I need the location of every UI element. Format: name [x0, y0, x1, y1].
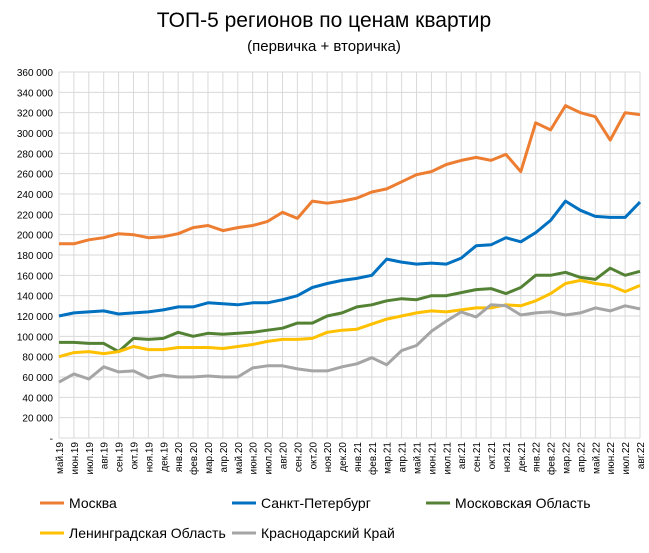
x-tick-label: май.20 — [234, 442, 245, 474]
y-tick-label: 20 000 — [22, 414, 53, 425]
y-tick-label: - — [50, 434, 53, 445]
x-tick-label: апр.21 — [398, 442, 409, 473]
x-tick-label: авг.21 — [457, 442, 468, 470]
y-tick-label: 320 000 — [17, 109, 54, 120]
y-tick-label: 300 000 — [17, 129, 54, 140]
x-tick-label: фев.22 — [546, 442, 558, 475]
y-tick-label: 100 000 — [17, 332, 54, 343]
x-tick-label: сен.21 — [472, 442, 483, 472]
y-tick-label: 260 000 — [17, 170, 54, 181]
chart-title: ТОП-5 регионов по ценам квартир — [157, 9, 491, 32]
x-tick-label: янв.22 — [532, 442, 543, 473]
x-tick-label: апр.22 — [576, 442, 587, 473]
legend: Москва Санкт-Петербург Московская Область Л… — [40, 495, 591, 541]
legend-label: Краснодарский Край — [261, 525, 395, 541]
x-tick-label: мар.22 — [562, 442, 573, 474]
x-tick-label: сен.20 — [293, 442, 304, 472]
legend-label: Ленинградская Область — [69, 525, 226, 541]
legend-label: Москва — [69, 495, 117, 511]
x-tick-label: окт.19 — [129, 442, 140, 470]
x-tick-label: ноя.21 — [502, 442, 513, 473]
x-tick-label: мар.20 — [204, 442, 215, 474]
gridlines — [58, 71, 641, 439]
x-tick-label: сен.19 — [115, 442, 126, 472]
x-tick-label: янв.20 — [174, 442, 185, 473]
x-axis: май.19 июн.19 июл.19 авг.19 сен.19 окт.19 ноя.… — [55, 442, 647, 475]
x-tick-label: окт.21 — [487, 442, 498, 470]
series-line-3 — [58, 278, 641, 359]
y-tick-label: 40 000 — [22, 393, 53, 404]
y-tick-label: 280 000 — [17, 149, 54, 160]
legend-label: Санкт-Петербург — [261, 495, 371, 511]
series-line-4 — [58, 303, 641, 384]
y-tick-label: 340 000 — [17, 88, 54, 99]
x-tick-label: июн.19 — [70, 442, 81, 475]
y-tick-label: 80 000 — [22, 353, 53, 364]
x-tick-label: май.21 — [413, 442, 424, 474]
x-tick-label: июл.20 — [264, 442, 275, 475]
chart-subtitle: (первичка + вторичка) — [247, 38, 401, 55]
x-tick-label: ноя.20 — [323, 442, 334, 473]
y-axis: - 20 000 40 000 60 000 80 000 100 000 120 000 1… — [17, 68, 54, 445]
x-tick-label: дек.21 — [517, 442, 528, 472]
x-tick-label: июл.19 — [85, 442, 96, 475]
x-tick-label: мар.21 — [383, 442, 394, 474]
y-tick-label: 60 000 — [22, 373, 53, 384]
x-tick-label: июн.20 — [249, 442, 260, 475]
x-tick-label: май.22 — [591, 442, 602, 474]
series-line-2 — [59, 266, 641, 354]
y-tick-label: 160 000 — [17, 271, 54, 282]
y-tick-label: 240 000 — [17, 190, 54, 201]
series-line-0 — [59, 104, 641, 246]
x-tick-label: авг.22 — [636, 442, 647, 470]
x-tick-label: окт.20 — [308, 442, 319, 470]
y-tick-label: 200 000 — [17, 231, 54, 242]
x-tick-label: ноя.19 — [144, 442, 155, 473]
x-tick-label: дек.19 — [159, 442, 170, 472]
x-tick-label: дек.20 — [338, 442, 349, 472]
x-tick-label: апр.20 — [219, 442, 230, 473]
x-tick-label: авг.19 — [100, 442, 111, 470]
x-tick-label: авг.20 — [278, 442, 289, 470]
y-tick-label: 140 000 — [17, 292, 54, 303]
y-tick-label: 180 000 — [17, 251, 54, 262]
y-tick-label: 120 000 — [17, 312, 54, 323]
x-tick-label: июл.22 — [621, 442, 632, 475]
x-tick-label: июн.21 — [427, 442, 438, 475]
x-tick-label: фев.21 — [367, 442, 379, 475]
y-tick-label: 360 000 — [17, 68, 54, 79]
x-tick-label: июл.21 — [442, 442, 453, 475]
x-tick-label: янв.21 — [353, 442, 364, 473]
x-tick-label: июн.22 — [606, 442, 617, 475]
x-tick-label: май.19 — [55, 442, 66, 474]
x-tick-label: фев.20 — [188, 442, 200, 475]
legend-label: Московская Область — [455, 495, 591, 511]
series-line-1 — [58, 199, 642, 318]
y-tick-label: 220 000 — [17, 210, 54, 221]
series-lines — [58, 104, 642, 384]
